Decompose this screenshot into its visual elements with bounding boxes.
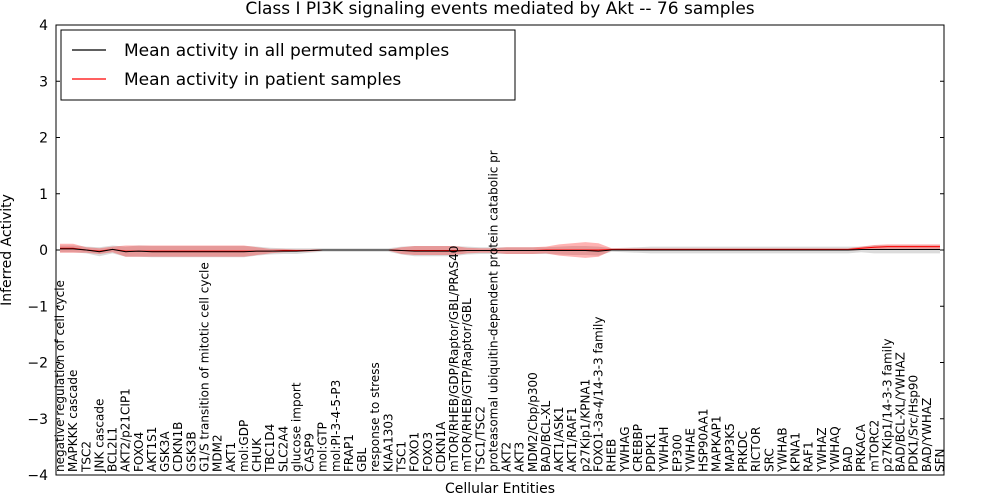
x-tick-label: YWHAQ — [828, 426, 842, 473]
x-tick-label: mol:PI-3-4-5-P3 — [329, 380, 343, 472]
x-tick-label: AKT1S1 — [145, 427, 159, 472]
x-tick-label: FOXO3 — [421, 432, 435, 472]
x-tick-label: AKT3 — [513, 442, 527, 472]
legend-label: Mean activity in patient samples — [124, 70, 401, 90]
x-tick-label: FRAP1 — [342, 434, 356, 472]
x-tick-label: PRKDC — [736, 431, 750, 472]
legend-box — [60, 29, 516, 101]
x-tick-label: BAD/YWHAZ — [920, 398, 934, 472]
x-tick-label: FOXO1-3a-4/14-3-3 family — [592, 317, 606, 473]
x-tick-label: JNK cascade — [92, 399, 106, 473]
y-tick-label: −2 — [27, 356, 48, 372]
y-tick-label: 0 — [39, 243, 48, 259]
x-tick-label: BCL2L1 — [106, 427, 120, 472]
y-tick-label: −1 — [27, 299, 48, 315]
x-tick-label: YWHAZ — [815, 427, 829, 473]
x-tick-label: CREBBP — [631, 424, 645, 472]
x-tick-label: PDK1/Src/Hsp90 — [907, 375, 921, 472]
x-tick-label: EP300 — [670, 434, 684, 472]
x-tick-label: PRKACA — [854, 423, 868, 472]
x-tick-label: MAPKKK cascade — [66, 370, 80, 472]
x-tick-label: SLC2A4 — [276, 426, 290, 472]
x-tick-label: mol:GDP — [237, 420, 251, 472]
x-tick-label: response to stress — [368, 362, 382, 472]
x-tick-label: MDM2/Cbp/p300 — [526, 372, 540, 472]
x-tick-label: AKT1 — [224, 442, 238, 472]
x-tick-label: FOXO1 — [408, 432, 422, 472]
x-tick-label: YWHAE — [683, 428, 697, 473]
x-tick-label: KIAA1303 — [381, 413, 395, 472]
x-tick-label: MAP3K5 — [723, 423, 737, 472]
x-tick-label: PDPK1 — [644, 433, 658, 472]
x-tick-label: proteasomal ubiquitin-dependent protein … — [486, 150, 500, 472]
x-tick-label: mTOR/RHEB/GTP/Raptor/GBL — [460, 298, 474, 472]
y-tick-label: 1 — [39, 187, 48, 203]
x-tick-label: RHEB — [605, 439, 619, 472]
x-tick-label: MAPKAP1 — [710, 415, 724, 472]
y-tick-label: 2 — [39, 131, 48, 147]
x-tick-label: GSK3A — [158, 431, 172, 472]
y-tick-label: 3 — [39, 74, 48, 90]
x-tick-label: BAD/BCL-XL — [539, 400, 553, 472]
x-tick-label: RAF1 — [802, 441, 816, 472]
x-tick-label: GBL — [355, 447, 369, 472]
x-tick-label: TSC1/TSC2 — [473, 406, 487, 473]
y-tick-label: −4 — [27, 468, 48, 484]
x-tick-label: G1/S transition of mitotic cell cycle — [197, 262, 211, 472]
x-tick-label: SFN — [933, 449, 947, 473]
y-axis-label: Inferred Activity — [0, 194, 15, 306]
x-axis-label: Cellular Entities — [445, 481, 555, 497]
x-tick-label: KPNA1 — [789, 432, 803, 472]
chart-title: Class I PI3K signaling events mediated b… — [245, 0, 754, 19]
x-tick-label: glucose import — [289, 382, 303, 472]
x-tick-label: RICTOR — [749, 427, 763, 472]
x-tick-label: SRC — [762, 448, 776, 472]
y-tick-label: 4 — [39, 18, 48, 34]
x-tick-label: CDKN1B — [171, 422, 185, 472]
x-tick-label: YWHAH — [657, 427, 671, 473]
x-tick-label: AKT2 — [500, 442, 514, 472]
x-tick-label: GSK3B — [184, 431, 198, 472]
x-tick-label: AKT2/p21CIP1 — [119, 388, 133, 472]
x-tick-label: TSC2 — [79, 441, 93, 473]
x-tick-label: YWHAB — [775, 427, 789, 473]
x-tick-label: TSC1 — [394, 441, 408, 473]
x-tick-label: MDM2 — [211, 434, 225, 472]
x-tick-label: BAD/BCL-XL/YWHAZ — [894, 352, 908, 472]
x-tick-label: mTOR/RHEB/GDP/Raptor/GBL/PRAS40 — [447, 246, 461, 472]
x-tick-label: p27Kip1/KPNA1 — [578, 379, 592, 472]
permuted-band — [60, 245, 940, 258]
x-tick-label: CDKN1A — [434, 421, 448, 472]
x-tick-label: mTORC2 — [867, 420, 881, 472]
patient-band — [60, 242, 940, 258]
plot-area: 4 3 2 1 0 −1 −2 −3 −4 negative regulation of cell… — [27, 18, 947, 484]
y-tick-label: −3 — [27, 412, 48, 428]
x-tick-label: AKT1/RAF1 — [565, 407, 579, 472]
x-tick-label: FOXO4 — [132, 432, 146, 472]
legend-label: Mean activity in all permuted samples — [124, 41, 449, 61]
x-tick-label: HSP90AA1 — [697, 408, 711, 472]
x-tick-label: BAD — [841, 446, 855, 472]
x-tick-label: AKT1/ASK1 — [552, 407, 566, 472]
permuted-mean-line — [60, 248, 940, 253]
x-tick-label: mol:GTP — [316, 422, 330, 472]
x-tick-label: CASP9 — [303, 433, 317, 472]
x-tick-label: YWHAG — [618, 426, 632, 473]
x-tick-label: p27Kip1/14-3-3 family — [880, 339, 894, 472]
x-tick-label: CHUK — [250, 437, 264, 472]
x-tick-label: negative regulation of cell cycle — [53, 280, 67, 472]
x-tick-label: TBC1D4 — [263, 424, 277, 473]
